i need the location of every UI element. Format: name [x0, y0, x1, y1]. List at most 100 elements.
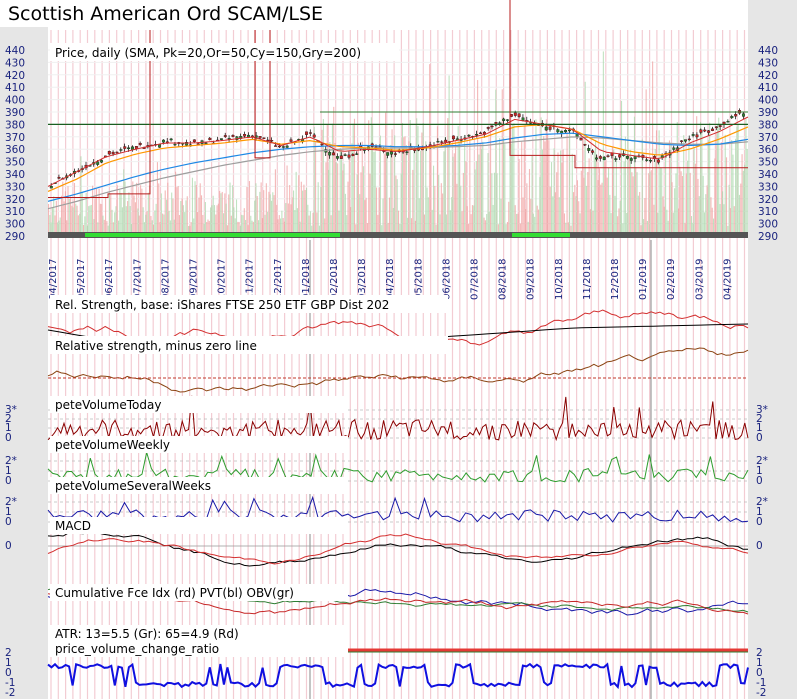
volume-bar	[298, 175, 300, 236]
volume-bar	[573, 192, 575, 236]
volume-bar	[659, 167, 661, 236]
volume-bar	[76, 205, 78, 236]
volume-bar	[114, 212, 116, 236]
sma20-line	[47, 116, 749, 187]
volume-bar	[697, 178, 699, 236]
volume-bar	[493, 172, 496, 236]
volume-bar	[66, 220, 68, 236]
candle-body	[277, 145, 281, 148]
volume-bar	[71, 205, 73, 236]
volume-bar	[422, 122, 424, 236]
volume-bar	[94, 196, 96, 236]
volume-bar	[265, 183, 267, 236]
price-tick-right: 340	[758, 169, 778, 181]
cumulative-label: Cumulative Fce Idx (rd) PVT(bl) OBV(gr)	[55, 586, 294, 600]
volume-bar	[75, 203, 77, 236]
price-tick-right: 420	[758, 70, 778, 82]
volume-bar	[632, 176, 634, 236]
candle-body	[730, 116, 734, 119]
volume-bar	[233, 207, 235, 236]
price-tick-right: 400	[758, 95, 778, 107]
volume-bar	[245, 219, 247, 236]
cumulative-label-box: Cumulative Fce Idx (rd) PVT(bl) OBV(gr)	[50, 584, 348, 601]
price-tick-left: 410	[5, 82, 25, 94]
volume-bar	[635, 167, 637, 236]
volume-bar	[337, 163, 339, 236]
volume-bar	[643, 219, 645, 236]
volume-bar	[98, 188, 100, 236]
volume-bar	[85, 192, 87, 236]
candle-body	[332, 152, 336, 156]
volume-bar	[269, 194, 271, 236]
candle-body	[320, 143, 324, 146]
candle-body	[274, 145, 278, 147]
candle-body	[564, 130, 568, 133]
volume-bar	[703, 212, 706, 236]
volume-bar	[505, 224, 507, 236]
volume-bar	[250, 215, 252, 236]
volume-bar	[68, 198, 70, 236]
price-tick-right: 380	[758, 119, 778, 131]
volume-bar	[508, 201, 510, 236]
indicator-tick-left: 0	[5, 432, 12, 444]
date-strip	[48, 232, 748, 238]
volume-bar	[706, 185, 708, 236]
volume-bar	[562, 149, 564, 236]
volume-bar	[736, 126, 738, 236]
price-tick-right: 290	[758, 231, 778, 243]
date-tick: 07/2017	[132, 258, 143, 300]
volume-bar	[566, 131, 568, 236]
candle-body	[312, 134, 316, 138]
indicator-tick-left: 0	[5, 540, 12, 552]
volume-bar	[281, 210, 283, 236]
price-tick-left: 300	[5, 219, 25, 231]
volume-bar	[714, 158, 716, 236]
volume-bar	[254, 200, 256, 236]
volume-bar	[296, 208, 298, 236]
volume-bar	[414, 220, 416, 236]
trend-strip	[85, 233, 340, 237]
candle-body	[707, 130, 711, 133]
volume-bar	[662, 196, 664, 236]
volume-bar	[390, 144, 392, 236]
price-tick-left: 380	[5, 119, 25, 131]
volume-bar	[598, 168, 601, 236]
macd-signal	[47, 533, 749, 565]
volume-bar	[601, 182, 603, 236]
volume-bar	[611, 146, 613, 236]
volume-bar	[458, 142, 461, 236]
price-tick-left: 360	[5, 144, 25, 156]
volume-bar	[197, 212, 199, 236]
volume-bar	[304, 190, 306, 236]
volume-bar	[692, 222, 694, 236]
volume-bar	[442, 193, 444, 236]
candle-body	[475, 134, 479, 136]
volume-bar	[369, 173, 371, 236]
volume-bar	[101, 204, 103, 236]
indicator-tick-left: -2	[5, 687, 15, 699]
volume-bar	[172, 198, 174, 236]
volume-bar	[373, 151, 375, 236]
volume-bar	[685, 173, 687, 236]
candle-body	[687, 138, 691, 141]
volume-bar	[639, 191, 641, 236]
volume-bar	[90, 204, 92, 236]
volume-bar	[89, 205, 91, 236]
volume-bar	[540, 117, 542, 236]
candle-body	[544, 126, 548, 131]
volume-bar	[291, 197, 293, 236]
atr-label: ATR: 13=5.5 (Gr): 65=4.9 (Rd)	[55, 627, 239, 641]
price-tick-right: 310	[758, 206, 778, 218]
volume-bar	[347, 181, 349, 236]
volume-bar	[418, 198, 420, 236]
volume-bar	[105, 197, 107, 236]
volume-bar	[88, 206, 90, 236]
volume-bar	[496, 173, 498, 236]
volume-bar	[707, 140, 709, 236]
volume-bar	[293, 190, 295, 236]
volume-bar	[372, 125, 374, 236]
volume-bar	[175, 171, 177, 236]
vol-today-label-box: peteVolumeToday	[50, 396, 348, 413]
volume-bar	[185, 200, 187, 236]
volume-bar	[128, 192, 130, 236]
